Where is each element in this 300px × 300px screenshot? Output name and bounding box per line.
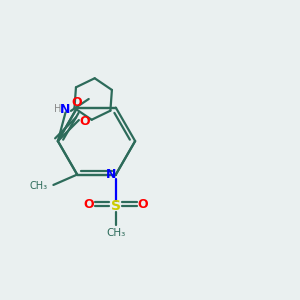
Text: S: S [111,199,121,213]
Text: O: O [137,198,148,211]
Text: O: O [84,198,94,211]
Text: N: N [60,103,70,116]
Text: CH₃: CH₃ [30,182,48,191]
Text: O: O [80,115,90,128]
Text: H: H [53,104,61,114]
Text: CH₃: CH₃ [106,228,125,239]
Text: N: N [106,168,116,181]
Text: O: O [72,96,83,109]
